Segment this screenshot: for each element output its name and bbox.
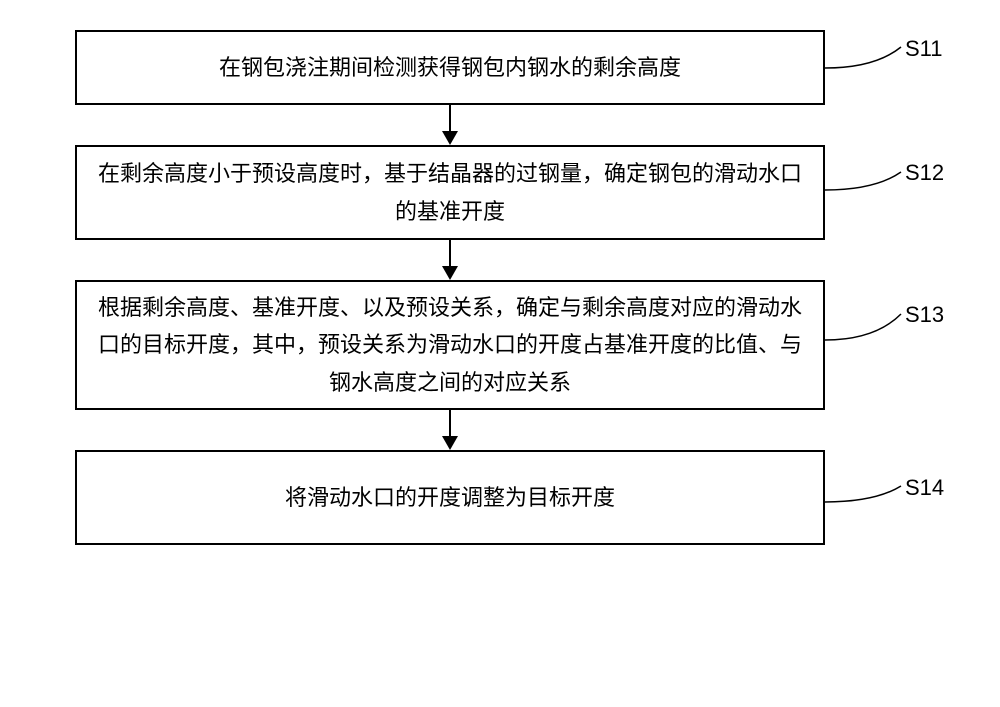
- flowchart-container: 在钢包浇注期间检测获得钢包内钢水的剩余高度 在剩余高度小于预设高度时，基于结晶器…: [75, 30, 825, 545]
- step-text: 在剩余高度小于预设高度时，基于结晶器的过钢量，确定钢包的滑动水口的基准开度: [97, 155, 803, 230]
- arrow-head-icon: [442, 266, 458, 280]
- arrow-s13-s14: [75, 410, 825, 450]
- flow-step-s14: 将滑动水口的开度调整为目标开度: [75, 450, 825, 545]
- arrow-line: [449, 105, 451, 133]
- flow-step-s12: 在剩余高度小于预设高度时，基于结晶器的过钢量，确定钢包的滑动水口的基准开度: [75, 145, 825, 240]
- step-text: 在钢包浇注期间检测获得钢包内钢水的剩余高度: [219, 49, 681, 86]
- connector-s11: [825, 30, 905, 80]
- connector-s14: [825, 468, 905, 518]
- step-label-s12: S12: [905, 160, 944, 186]
- connector-curve: [825, 47, 901, 68]
- connector-s12: [825, 150, 905, 200]
- flow-step-s13: 根据剩余高度、基准开度、以及预设关系，确定与剩余高度对应的滑动水口的目标开度，其…: [75, 280, 825, 410]
- step-text: 将滑动水口的开度调整为目标开度: [285, 479, 615, 516]
- step-label-s13: S13: [905, 302, 944, 328]
- arrow-head-icon: [442, 436, 458, 450]
- connector-curve: [825, 314, 901, 340]
- arrow-line: [449, 410, 451, 438]
- step-label-s11: S11: [905, 36, 943, 62]
- flow-step-s11: 在钢包浇注期间检测获得钢包内钢水的剩余高度: [75, 30, 825, 105]
- connector-curve: [825, 172, 901, 190]
- arrow-head-icon: [442, 131, 458, 145]
- arrow-line: [449, 240, 451, 268]
- arrow-s11-s12: [75, 105, 825, 145]
- step-text: 根据剩余高度、基准开度、以及预设关系，确定与剩余高度对应的滑动水口的目标开度，其…: [97, 289, 803, 401]
- connector-s13: [825, 295, 905, 350]
- step-label-s14: S14: [905, 475, 944, 501]
- arrow-s12-s13: [75, 240, 825, 280]
- connector-curve: [825, 486, 901, 502]
